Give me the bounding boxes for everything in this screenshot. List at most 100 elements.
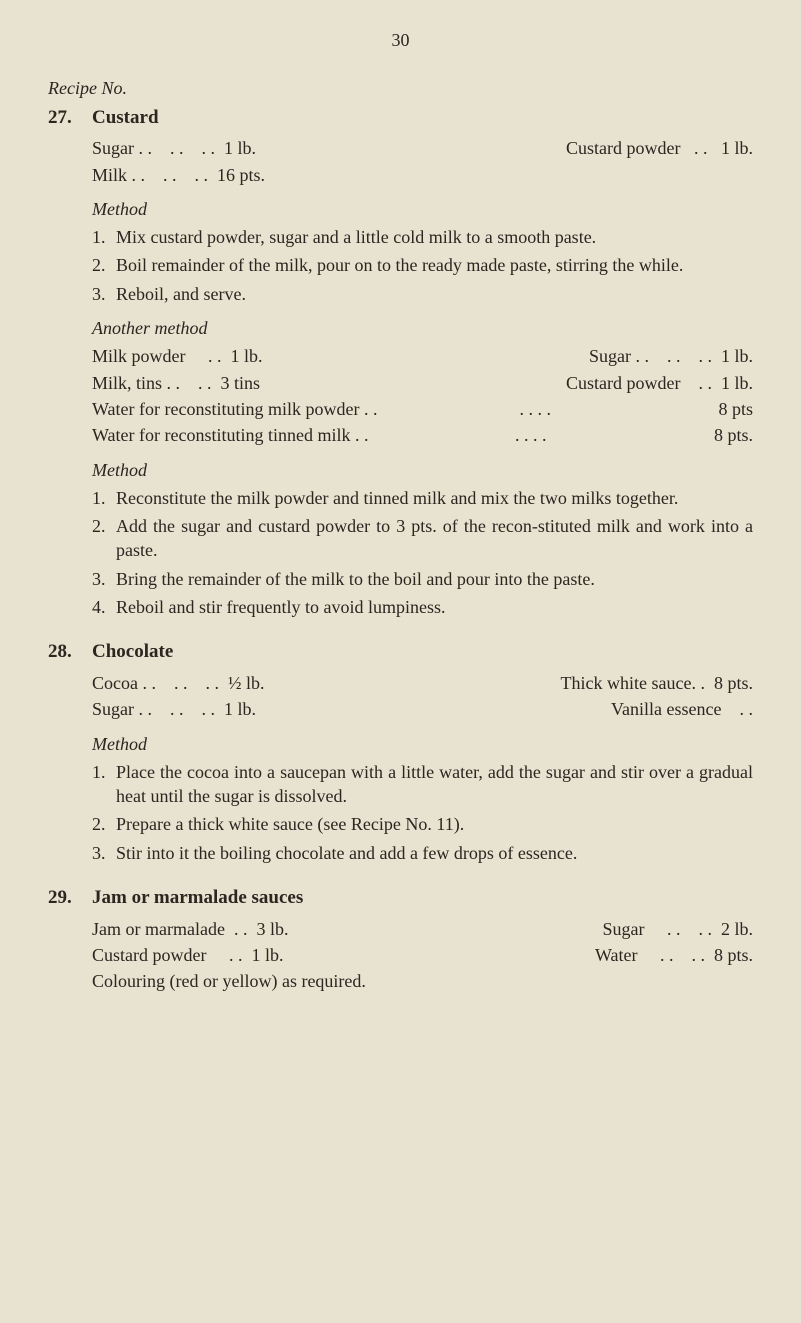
method-step: 1. Mix custard powder, sugar and a littl… [92,225,753,249]
method-heading: Method [92,197,753,221]
ingredient-name: Water for reconstituting tinned milk . . [92,423,369,447]
dot-leader: . . . . [649,344,712,368]
dot-leader: . . . . [152,136,215,160]
ingredient-name: Water [595,943,638,967]
ingredient-row: Cocoa . . . . . . ½ lb. Thick white sauc… [92,671,753,695]
recipe-name: Custard [92,105,159,131]
dot-leader: . . . . [644,917,712,941]
ingredient-row: Custard powder . . 1 lb. Water . . . . 8… [92,943,753,967]
dot-leader: . . [186,344,222,368]
ingredient-name: Sugar . . [589,344,649,368]
step-number: 1. [92,760,116,784]
recipe-name: Jam or marmalade sauces [92,885,303,911]
step-text: Prepare a thick white sauce (see Recipe … [116,812,753,836]
plain-text-line: Colouring (red or yellow) as required. [92,969,753,993]
ingredient-qty: 3 tins [221,371,289,395]
ingredient-row: Milk, tins . . . . 3 tins Custard powder… [92,371,753,395]
ingredient-name: Milk . . [92,163,145,187]
step-text: Boil remainder of the milk, pour on to t… [116,253,753,277]
ingredient-name: Thick white sauce. . [561,671,705,695]
recipe-27: 27. Custard Sugar . . . . . . 1 lb. Cust… [48,105,753,620]
another-method-heading: Another method [92,316,753,340]
dot-leader: . . [225,917,248,941]
recipe-28: 28. Chocolate Cocoa . . . . . . ½ lb. Th… [48,639,753,865]
ingredient-qty: 2 lb. [721,917,753,941]
method-heading: Method [92,732,753,756]
step-number: 4. [92,595,116,619]
ingredient-row: Milk powder . . 1 lb. Sugar . . . . . . … [92,344,753,368]
page-number: 30 [48,28,753,52]
step-text: Reboil, and serve. [116,282,753,306]
ingredient-name: Custard powder [566,371,680,395]
method-step: 2. Add the sugar and custard powder to 3… [92,514,753,563]
ingredient-name: Milk powder [92,344,186,368]
method-heading: Method [92,458,753,482]
ingredient-qty: 1 lb. [721,136,753,160]
step-number: 2. [92,514,116,538]
ingredient-name: Jam or marmalade [92,917,225,941]
ingredient-row: Jam or marmalade . . 3 lb. Sugar . . . .… [92,917,753,941]
ingredient-name: Sugar [602,917,644,941]
ingredient-qty: 1 lb. [251,943,319,967]
step-number: 2. [92,812,116,836]
step-text: Bring the remainder of the milk to the b… [116,567,753,591]
recipe-29: 29. Jam or marmalade sauces Jam or marma… [48,885,753,994]
ingredient-qty: 8 pts [693,397,753,421]
method-step: 1. Reconstitute the milk powder and tinn… [92,486,753,510]
step-text: Reboil and stir frequently to avoid lump… [116,595,753,619]
step-text: Stir into it the boiling chocolate and a… [116,841,753,865]
step-number: 3. [92,567,116,591]
method-step: 1. Place the cocoa into a saucepan with … [92,760,753,809]
method-step: 3. Bring the remainder of the milk to th… [92,567,753,591]
step-number: 1. [92,225,116,249]
step-number: 2. [92,253,116,277]
ingredient-full-row: Water for reconstituting tinned milk . .… [92,423,753,447]
step-number: 3. [92,841,116,865]
ingredient-name: Sugar . . [92,697,152,721]
dot-leader: . . . . [152,697,215,721]
ingredient-name: Cocoa . . [92,671,156,695]
dot-leader: . . . . [156,671,219,695]
recipe-name: Chocolate [92,639,173,665]
step-text: Mix custard powder, sugar and a little c… [116,225,753,249]
method-step: 2. Boil remainder of the milk, pour on t… [92,253,753,277]
step-number: 3. [92,282,116,306]
dot-leader: . . . . [377,397,693,421]
dot-leader: . . [206,943,242,967]
step-text: Place the cocoa into a saucepan with a l… [116,760,753,809]
ingredient-name: Milk, tins . . [92,371,180,395]
method-step: 4. Reboil and stir frequently to avoid l… [92,595,753,619]
ingredient-qty: 1 lb. [721,344,753,368]
method-step: 3. Stir into it the boiling chocolate an… [92,841,753,865]
recipe-no-label: Recipe No. [48,76,753,100]
dot-leader: . . [694,136,708,160]
ingredient-name: Water for reconstituting milk powder . . [92,397,377,421]
ingredient-qty: 1 lb. [231,344,299,368]
dot-leader: . . . . [145,163,208,187]
ingredient-name: Sugar . . [92,136,152,160]
method-step: 2. Prepare a thick white sauce (see Reci… [92,812,753,836]
ingredient-qty: 16 pts. [217,163,285,187]
ingredient-qty: 1 lb. [721,371,753,395]
ingredient-row: Sugar . . . . . . 1 lb. Vanilla essence … [92,697,753,721]
page: 30 Recipe No. 27. Custard Sugar . . . . … [0,0,801,1323]
recipe-number: 28. [48,639,92,665]
method-step: 3. Reboil, and serve. [92,282,753,306]
dot-leader: . . [722,697,754,721]
ingredient-name: Vanilla essence [611,697,721,721]
step-text: Add the sugar and custard powder to 3 pt… [116,514,753,563]
ingredient-qty: 1 lb. [224,136,292,160]
step-number: 1. [92,486,116,510]
ingredient-qty: 8 pts. [714,671,753,695]
dot-leader: . . [680,371,712,395]
ingredient-qty: 3 lb. [256,917,324,941]
ingredient-qty: 1 lb. [224,697,292,721]
ingredient-full-row: Water for reconstituting milk powder . .… [92,397,753,421]
dot-leader: . . . . [369,423,694,447]
ingredient-row: Milk . . . . . . 16 pts. [92,163,753,187]
ingredient-qty: 8 pts. [693,423,753,447]
ingredient-qty: 8 pts. [714,943,753,967]
step-text: Reconstitute the milk powder and tinned … [116,486,753,510]
recipe-number: 27. [48,105,92,131]
ingredient-name: Custard powder [566,136,680,160]
